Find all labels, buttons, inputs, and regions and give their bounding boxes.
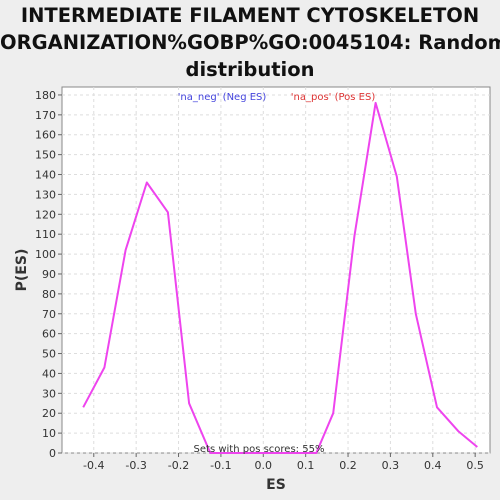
y-tick-label: 120: [35, 208, 56, 221]
y-tick-label: 40: [42, 367, 56, 380]
title-line-2: ORGANIZATION%GOBP%GO:0045104: Random ES: [0, 31, 500, 54]
y-tick-label: 150: [35, 149, 56, 162]
y-tick-label: 180: [35, 89, 56, 102]
x-tick-label: -0.3: [125, 459, 146, 472]
x-ticks: -0.4 -0.3 -0.2 -0.1 0.0 0.1 0.2 0.3 0.4 0.5: [83, 453, 484, 472]
y-ticks: 0 10 20 30 40 50 60 70 80 90 100 110 120 130 140 150 160…: [35, 89, 62, 460]
x-tick-label: -0.1: [210, 459, 231, 472]
pos-score-annotation: Sets with pos scores: 55%: [194, 444, 325, 455]
y-tick-label: 140: [35, 169, 56, 182]
legend-neg: 'na_neg' (Neg ES): [178, 92, 267, 103]
y-tick-label: 50: [42, 348, 56, 361]
y-tick-label: 80: [42, 288, 56, 301]
title-line-1: INTERMEDIATE FILAMENT CYTOSKELETON: [20, 4, 480, 27]
x-axis-label: ES: [266, 477, 286, 493]
title-line-3: distribution: [185, 58, 315, 81]
y-tick-label: 30: [42, 387, 56, 400]
legend-pos: 'na_pos' (Pos ES): [291, 92, 376, 103]
y-tick-label: 10: [42, 427, 56, 440]
y-tick-label: 100: [35, 248, 56, 261]
y-tick-label: 20: [42, 407, 56, 420]
y-tick-label: 90: [42, 268, 56, 281]
y-tick-label: 130: [35, 188, 56, 201]
series-line: [82, 101, 478, 454]
x-tick-label: 0.0: [255, 459, 273, 472]
x-tick-label: 0.4: [424, 459, 442, 472]
x-tick-label: 0.2: [339, 459, 357, 472]
x-tick-label: -0.2: [168, 459, 189, 472]
x-tick-label: -0.4: [83, 459, 104, 472]
x-tick-label: 0.3: [382, 459, 400, 472]
plot-area: [61, 86, 491, 454]
chart-title: INTERMEDIATE FILAMENT CYTOSKELETON ORGAN…: [0, 2, 500, 83]
y-tick-label: 110: [35, 228, 56, 241]
series-layer: [82, 101, 478, 454]
y-tick-label: 70: [42, 308, 56, 321]
y-tick-label: 160: [35, 129, 56, 142]
y-tick-label: 0: [49, 447, 56, 460]
y-axis-label: P(ES): [14, 249, 30, 292]
grid-layer: [62, 87, 490, 454]
x-tick-label: 0.1: [297, 459, 315, 472]
x-tick-label: 0.5: [466, 459, 484, 472]
y-tick-label: 60: [42, 328, 56, 341]
y-tick-label: 170: [35, 109, 56, 122]
